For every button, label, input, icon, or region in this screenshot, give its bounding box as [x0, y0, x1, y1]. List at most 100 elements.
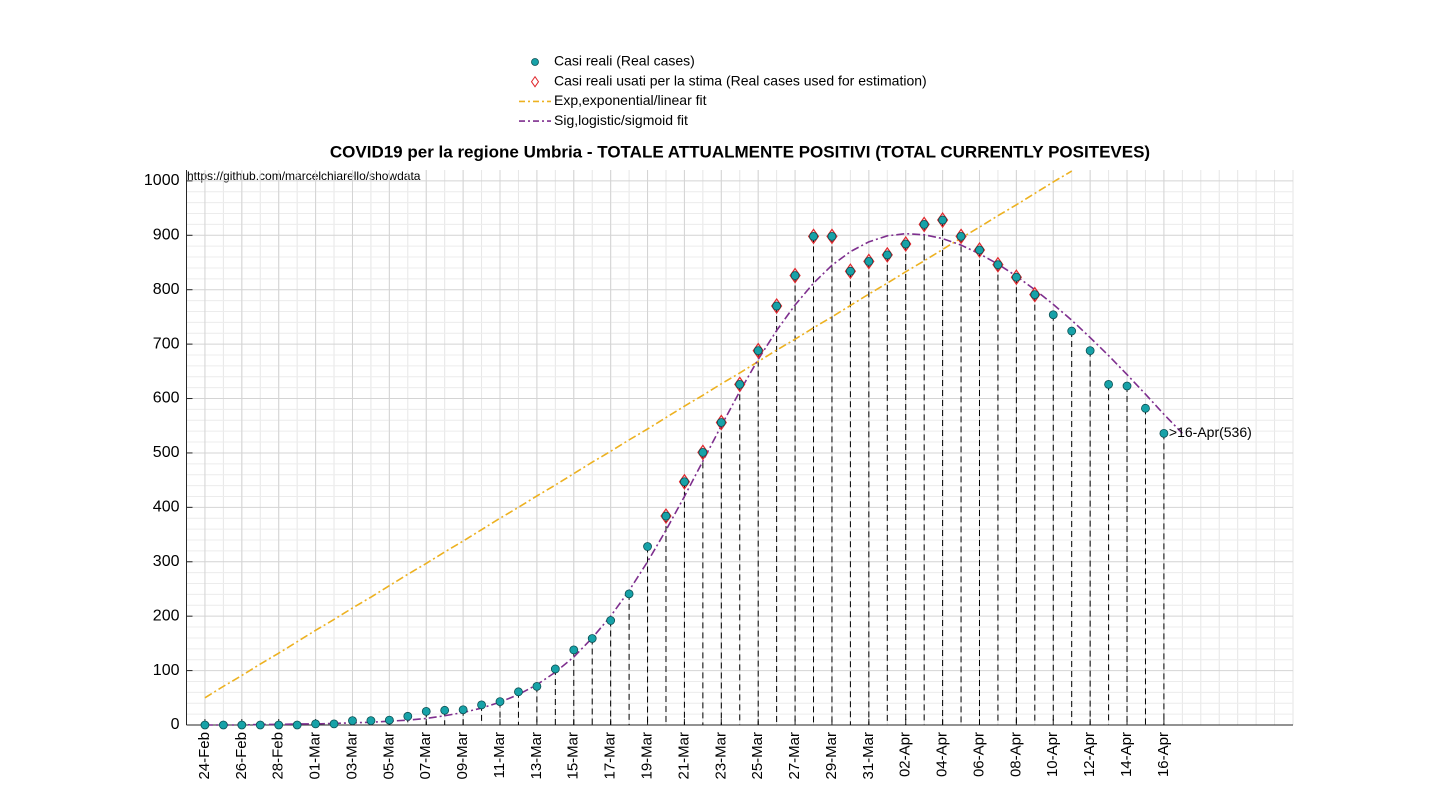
- point: [716, 418, 726, 427]
- point: [550, 664, 560, 674]
- point: [569, 645, 579, 655]
- x-tick-label: 03-Mar: [343, 732, 360, 780]
- legend-label: Casi reali usati per la stima (Real case…: [554, 72, 927, 88]
- legend-marker: [531, 58, 539, 66]
- y-tick-label: 500: [153, 444, 180, 461]
- legend-label: Exp,exponential/linear fit: [554, 92, 707, 108]
- x-tick-label: 23-Mar: [712, 732, 729, 780]
- point: [514, 687, 523, 697]
- point: [938, 215, 948, 225]
- point: [809, 231, 818, 241]
- point: [1030, 290, 1040, 300]
- x-tick-label: 29-Mar: [823, 732, 840, 780]
- point: [440, 705, 450, 715]
- point: [292, 720, 302, 730]
- point: [366, 716, 376, 726]
- point: [495, 697, 505, 707]
- x-tick-label: 16-Apr: [1155, 732, 1172, 777]
- y-tick-label: 900: [153, 227, 180, 244]
- point: [403, 711, 413, 721]
- x-tick-label: 13-Mar: [528, 732, 545, 780]
- point: [1159, 428, 1169, 438]
- legend-label: Casi reali (Real cases): [554, 53, 695, 69]
- y-tick-label: 400: [153, 499, 180, 516]
- point: [1104, 379, 1113, 389]
- x-tick-label: 05-Mar: [380, 732, 397, 780]
- chart-title: COVID19 per la regione Umbria - TOTALE A…: [330, 142, 1150, 161]
- point: [218, 720, 228, 730]
- point: [1085, 346, 1095, 356]
- point: [311, 719, 320, 729]
- x-tick-label: 28-Feb: [270, 732, 287, 780]
- x-tick-label: 31-Mar: [860, 732, 877, 780]
- source-note: https://github.com/marcelchiarello/showd…: [187, 169, 421, 183]
- x-tick-label: 06-Apr: [970, 732, 987, 777]
- legend-label: Sig,logistic/sigmoid fit: [554, 112, 688, 128]
- point: [735, 379, 745, 389]
- x-tick-label: 07-Mar: [417, 732, 434, 780]
- y-tick-label: 600: [153, 390, 180, 407]
- x-tick-label: 09-Mar: [454, 732, 471, 780]
- point: [477, 700, 486, 710]
- x-tick-label: 17-Mar: [602, 732, 619, 780]
- point: [864, 257, 874, 266]
- fit-line: [204, 170, 1073, 699]
- point: [956, 231, 966, 241]
- point: [772, 301, 782, 311]
- y-tick-label: 100: [153, 662, 180, 679]
- x-tick-label: 11-Mar: [491, 732, 508, 778]
- y-tick-label: 0: [171, 716, 180, 733]
- point: [919, 220, 929, 229]
- point: [698, 447, 708, 457]
- y-tick-label: 700: [153, 335, 180, 352]
- point: [846, 266, 855, 276]
- point: [274, 720, 284, 730]
- x-tick-label: 21-Mar: [675, 732, 692, 780]
- point: [624, 589, 634, 599]
- x-tick-label: 04-Apr: [934, 732, 951, 777]
- point: [661, 511, 671, 521]
- point: [993, 260, 1003, 270]
- point: [237, 720, 247, 730]
- x-tick-label: 24-Feb: [196, 732, 213, 780]
- point: [200, 720, 210, 730]
- point: [348, 716, 357, 726]
- x-tick-label: 12-Apr: [1081, 732, 1098, 777]
- x-tick-label: 08-Apr: [1007, 732, 1024, 777]
- x-tick-label: 26-Feb: [233, 732, 250, 780]
- x-tick-label: 15-Mar: [565, 732, 582, 780]
- point: [1011, 272, 1021, 282]
- point: [255, 720, 265, 730]
- point: [1141, 403, 1150, 413]
- x-tick-label: 27-Mar: [786, 732, 803, 780]
- y-tick-label: 800: [153, 281, 180, 298]
- point: [384, 715, 394, 725]
- point: [882, 250, 892, 260]
- y-tick-label: 300: [153, 553, 180, 570]
- point: [421, 706, 431, 716]
- y-tick-label: 200: [153, 607, 180, 624]
- y-tick-label: 1000: [144, 172, 180, 189]
- point: [1048, 310, 1058, 320]
- x-tick-label: 19-Mar: [639, 732, 656, 780]
- point: [1067, 326, 1077, 336]
- point: [975, 245, 984, 255]
- point: [458, 705, 468, 715]
- point: [680, 477, 689, 487]
- point: [329, 719, 339, 729]
- point: [827, 231, 837, 241]
- legend-marker: [530, 75, 540, 88]
- x-tick-label: 10-Apr: [1044, 732, 1061, 777]
- point: [606, 616, 616, 625]
- point: [532, 681, 542, 691]
- point: [1122, 381, 1132, 391]
- point: [790, 271, 800, 280]
- point: [643, 542, 652, 551]
- annotation: >16-Apr(536): [1169, 424, 1252, 440]
- x-tick-label: 02-Apr: [897, 732, 914, 777]
- point: [587, 634, 597, 643]
- x-tick-label: 14-Apr: [1118, 732, 1135, 777]
- x-tick-label: 01-Mar: [307, 732, 324, 780]
- x-tick-label: 25-Mar: [749, 732, 766, 780]
